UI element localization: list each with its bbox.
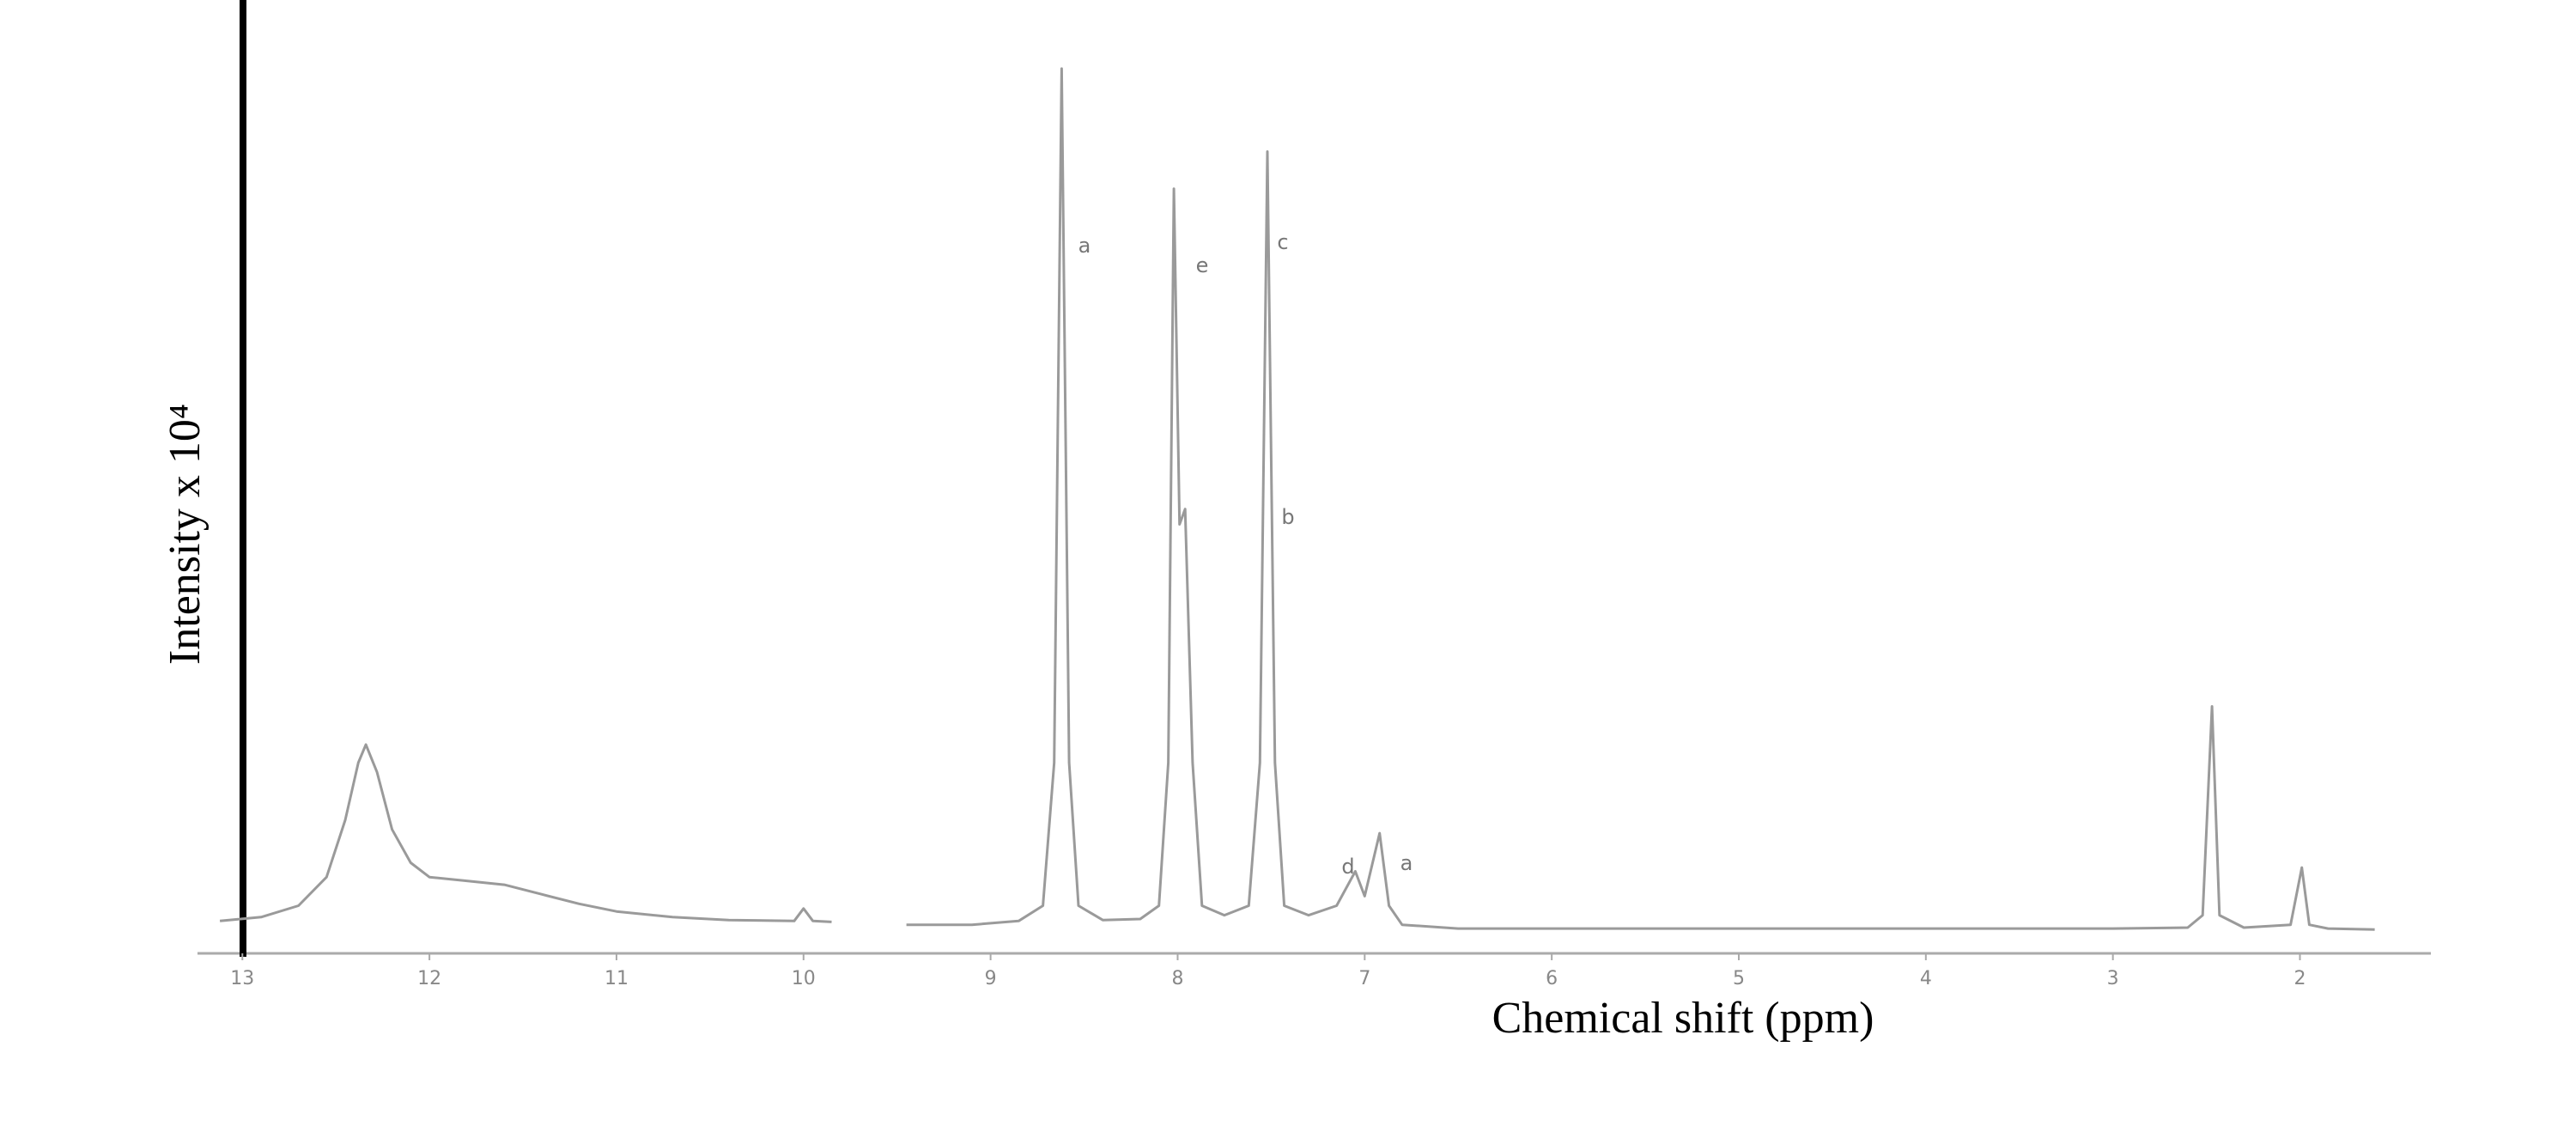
x-tick-label: 7 [1358,968,1370,989]
peak-label: d [1341,855,1354,879]
y-axis-title: Intensity x 10⁴ [161,404,210,665]
x-tick-label: 10 [792,968,816,989]
peak-label: b [1281,505,1294,529]
x-tick-label: 3 [2107,968,2119,989]
x-tick-label: 11 [605,968,629,989]
peak-label: a [1400,851,1413,875]
x-tick-label: 6 [1546,968,1558,989]
x-tick-label: 4 [1920,968,1932,989]
x-tick-label: 5 [1733,968,1745,989]
peak-label: e [1196,253,1209,277]
x-tick-label: 2 [2294,968,2306,989]
x-axis-title: Chemical shift (ppm) [1492,994,1874,1043]
peak-label: c [1277,230,1288,254]
x-tick-label: 12 [417,968,441,989]
peak-label: a [1078,234,1091,258]
spectrum-line [219,67,2375,931]
x-tick-label: 8 [1171,968,1183,989]
x-tick-label: 13 [230,968,254,989]
x-tick-label: 9 [985,968,997,989]
